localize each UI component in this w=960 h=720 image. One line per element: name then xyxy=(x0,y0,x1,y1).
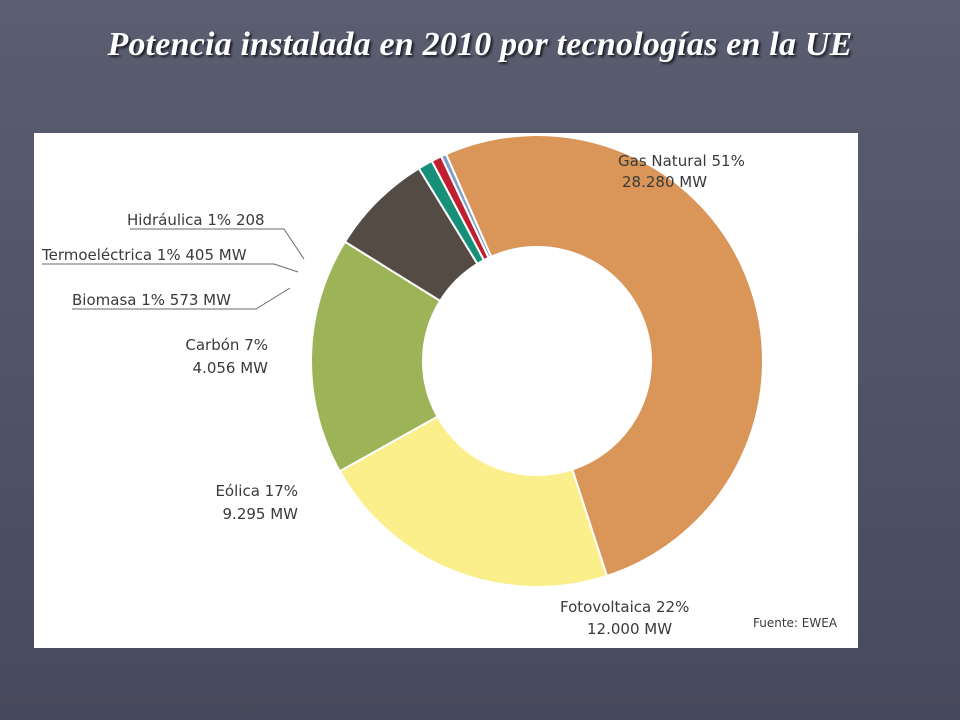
label-gas-natural: Gas Natural 51% xyxy=(618,152,745,170)
slice-fotovoltaica xyxy=(338,415,609,588)
label-carbon-mw: 4.056 MW xyxy=(193,359,269,377)
source-note: Fuente: EWEA xyxy=(753,616,838,630)
donut-slices xyxy=(310,134,764,588)
label-eolica: Eólica 17% xyxy=(215,482,298,500)
label-fotovoltaica-mw: 12.000 MW xyxy=(587,620,672,638)
leader-line-termoelectrica xyxy=(42,263,299,273)
slide-title: Potencia instalada en 2010 por tecnologí… xyxy=(107,26,853,63)
slice-gas xyxy=(444,134,764,578)
label-termoelectrica: Termoeléctrica 1% 405 MW xyxy=(41,246,247,264)
label-gas-natural-mw: 28.280 MW xyxy=(622,173,707,191)
slice-eolica xyxy=(310,240,442,473)
slice-hidraulica xyxy=(439,152,493,260)
donut-chart: Gas Natural 51% 28.280 MW Hidráulica 1% … xyxy=(41,134,838,638)
chart-panel: Gas Natural 51% 28.280 MW Hidráulica 1% … xyxy=(34,133,858,648)
label-hidraulica: Hidráulica 1% 208 xyxy=(127,211,265,229)
leader-line-hidraulica xyxy=(130,228,305,260)
label-fotovoltaica: Fotovoltaica 22% xyxy=(560,598,689,616)
label-eolica-mw: 9.295 MW xyxy=(223,505,299,523)
leader-line-biomasa xyxy=(72,287,291,310)
slice-labels: Gas Natural 51% 28.280 MW Hidráulica 1% … xyxy=(41,152,838,638)
leader-lines xyxy=(42,228,305,310)
label-biomasa: Biomasa 1% 573 MW xyxy=(72,291,231,309)
label-carbon: Carbón 7% xyxy=(185,336,268,354)
